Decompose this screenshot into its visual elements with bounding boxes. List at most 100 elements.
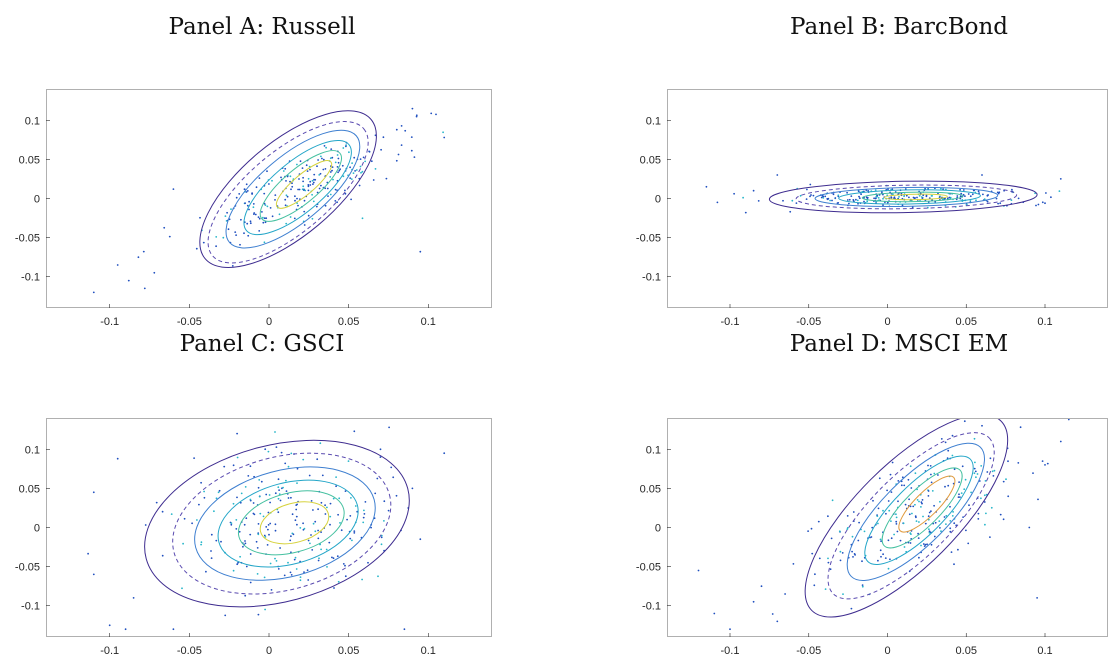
contour-line (237, 490, 345, 556)
data-point (290, 551, 292, 554)
data-point (329, 502, 332, 505)
data-point (181, 587, 183, 590)
data-point (234, 231, 237, 234)
data-point (249, 465, 252, 468)
data-point (127, 279, 130, 282)
data-point (269, 522, 272, 525)
data-point (336, 201, 338, 204)
data-point (218, 489, 221, 492)
data-point (132, 597, 135, 599)
data-point (116, 457, 119, 460)
data-point (975, 199, 977, 202)
data-point (827, 561, 830, 564)
data-point (248, 200, 251, 203)
data-point (260, 480, 263, 483)
contour-line (768, 180, 1038, 214)
data-point (888, 509, 891, 512)
data-point (264, 608, 266, 611)
data-point (279, 499, 282, 502)
data-point (949, 505, 951, 508)
data-point (916, 196, 918, 199)
data-point (349, 515, 352, 517)
data-point (1011, 188, 1013, 191)
data-point (1041, 201, 1044, 204)
data-point (322, 158, 325, 161)
data-point (287, 497, 290, 499)
data-point (143, 287, 146, 290)
data-point (973, 467, 976, 470)
data-point (153, 271, 156, 274)
data-point (261, 211, 263, 213)
data-point (419, 250, 422, 253)
data-point (324, 513, 327, 515)
data-point (363, 513, 366, 515)
data-point (344, 490, 347, 492)
data-point (852, 511, 855, 513)
data-point (944, 485, 946, 488)
data-point (895, 523, 898, 525)
data-point (443, 452, 446, 455)
data-point (943, 516, 946, 518)
data-point (350, 497, 352, 499)
data-point (291, 185, 294, 188)
data-point (789, 210, 792, 213)
data-point (245, 191, 248, 193)
data-point (287, 465, 290, 468)
data-point (991, 470, 994, 473)
data-point (215, 245, 218, 248)
data-point (877, 522, 879, 525)
data-point (172, 188, 175, 191)
data-point (263, 217, 266, 220)
data-point (338, 497, 341, 500)
data-point (838, 530, 841, 533)
data-point (309, 180, 312, 183)
y-tick-label: -0.05 (636, 562, 661, 574)
data-point (411, 107, 414, 110)
data-point (280, 451, 283, 454)
data-point (262, 515, 265, 518)
data-point (226, 211, 229, 214)
plot-area (87, 426, 446, 631)
data-point (200, 481, 203, 484)
data-point (230, 208, 232, 211)
data-point (342, 147, 345, 149)
data-point (413, 156, 416, 159)
data-point (251, 193, 254, 195)
data-point (324, 168, 327, 170)
plot-area (697, 418, 1070, 631)
data-point (203, 496, 206, 499)
data-point (860, 193, 862, 196)
data-point (307, 539, 310, 542)
x-tick-label: -0.1 (721, 316, 740, 328)
data-point (92, 573, 95, 576)
data-point (976, 473, 979, 475)
data-point (329, 176, 332, 178)
data-point (210, 533, 213, 536)
data-point (852, 199, 855, 201)
panel-title: Panel B: BarcBond (790, 14, 1008, 40)
data-point (142, 250, 145, 253)
data-point (302, 522, 304, 525)
data-point (351, 162, 353, 165)
data-point (799, 194, 802, 197)
x-tick-label: 0 (884, 645, 890, 657)
data-point (858, 195, 860, 198)
data-point (341, 164, 344, 167)
data-point (302, 185, 305, 188)
x-tick-label: 0 (266, 316, 272, 328)
data-point (415, 115, 418, 118)
data-point (975, 476, 977, 479)
data-point (999, 513, 1002, 516)
data-point (299, 576, 302, 578)
data-point (320, 184, 322, 187)
data-point (930, 543, 933, 546)
data-point (161, 510, 164, 513)
data-point (1044, 464, 1046, 466)
data-point (324, 187, 327, 190)
data-point (908, 513, 911, 516)
data-point (200, 543, 203, 546)
data-point (274, 492, 277, 495)
data-point (937, 474, 939, 476)
data-point (861, 560, 863, 563)
data-point (890, 520, 892, 522)
